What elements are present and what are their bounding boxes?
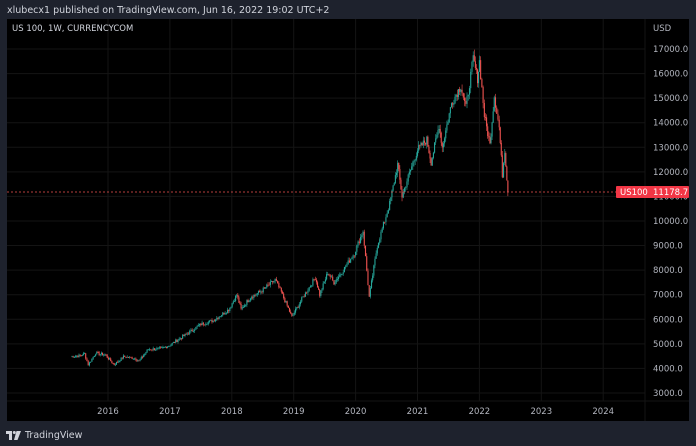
brand-name: TradingView xyxy=(25,429,83,441)
tradingview-branding[interactable]: TradingView xyxy=(6,428,82,442)
price-tick-label: 16000.0 xyxy=(653,70,688,80)
price-axis[interactable]: USD 17000.0 16000.0 15000.0 14000.0 13000.0 1… xyxy=(653,24,688,399)
candles xyxy=(71,49,509,367)
price-tag-symbol: US100 xyxy=(620,188,648,198)
candlestick-chart[interactable]: USD 17000.0 16000.0 15000.0 14000.0 13000.0 1… xyxy=(7,19,689,421)
time-axis[interactable]: 2016 2017 2018 2019 2020 2021 2022 2023 2024 xyxy=(97,407,614,417)
time-tick-label: 2019 xyxy=(283,407,305,417)
grid-lines xyxy=(7,19,645,401)
price-tick-label: 17000.0 xyxy=(653,45,688,55)
price-tick-label: 5000.0 xyxy=(653,340,683,350)
price-tick-label: 10000.0 xyxy=(653,217,688,227)
time-tick-label: 2016 xyxy=(97,407,119,417)
time-tick-label: 2018 xyxy=(221,407,243,417)
price-tick-label: 8000.0 xyxy=(653,266,683,276)
time-tick-label: 2017 xyxy=(159,407,181,417)
time-tick-label: 2021 xyxy=(407,407,429,417)
tradingview-logo-icon xyxy=(6,430,21,440)
price-tick-label: 12000.0 xyxy=(653,168,688,178)
price-tick-label: 13000.0 xyxy=(653,143,688,153)
price-tick-label: 7000.0 xyxy=(653,291,683,301)
price-tag-value: 11178.7 xyxy=(653,188,688,198)
price-tick-label: 6000.0 xyxy=(653,315,683,325)
currency-label: USD xyxy=(653,24,672,34)
price-tick-label: 14000.0 xyxy=(653,119,688,129)
time-tick-label: 2020 xyxy=(345,407,367,417)
price-tick-label: 15000.0 xyxy=(653,94,688,104)
time-tick-label: 2024 xyxy=(592,407,614,417)
time-tick-label: 2022 xyxy=(469,407,491,417)
price-tick-label: 4000.0 xyxy=(653,364,683,374)
last-price-tag: US100 11178.7 xyxy=(616,186,689,199)
published-info: xlubecx1 published on TradingView.com, J… xyxy=(7,5,330,16)
symbol-title[interactable]: US 100, 1W, CURRENCYCOM xyxy=(12,24,134,34)
chart-pane[interactable]: USD 17000.0 16000.0 15000.0 14000.0 13000.0 1… xyxy=(7,19,689,421)
price-tick-label: 9000.0 xyxy=(653,242,683,252)
time-tick-label: 2023 xyxy=(530,407,552,417)
price-tick-label: 3000.0 xyxy=(653,389,683,399)
